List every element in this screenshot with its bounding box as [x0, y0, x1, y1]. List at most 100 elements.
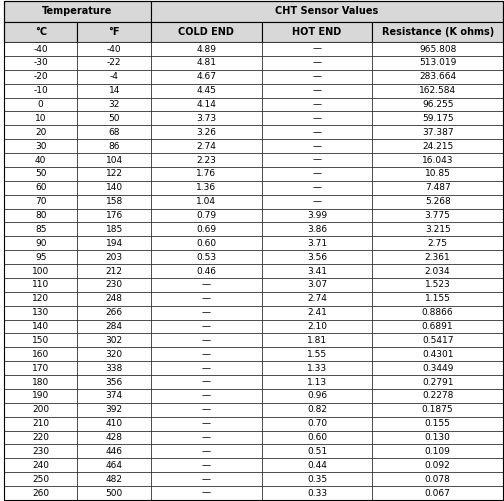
Text: 0.6891: 0.6891	[422, 322, 454, 331]
Text: 4.67: 4.67	[196, 72, 216, 81]
Text: 482: 482	[106, 474, 122, 483]
Bar	[262, 56, 372, 70]
Text: 320: 320	[106, 350, 122, 359]
Bar	[262, 42, 372, 56]
Text: —: —	[202, 391, 211, 400]
Text: 1.155: 1.155	[425, 294, 451, 303]
Bar	[4, 361, 78, 375]
Text: 410: 410	[106, 419, 122, 428]
Text: 160: 160	[32, 350, 49, 359]
Bar	[78, 250, 151, 264]
Bar	[372, 236, 503, 250]
Text: 194: 194	[106, 239, 122, 248]
Text: 50: 50	[35, 169, 46, 178]
Text: 2.74: 2.74	[307, 294, 327, 303]
Text: 120: 120	[32, 294, 49, 303]
Bar	[372, 278, 503, 292]
Bar	[4, 42, 78, 56]
Bar	[78, 181, 151, 195]
Text: 185: 185	[105, 225, 123, 234]
Text: 0.35: 0.35	[307, 474, 327, 483]
Text: —: —	[312, 183, 322, 192]
Text: 158: 158	[105, 197, 123, 206]
Bar	[78, 361, 151, 375]
Text: —: —	[312, 86, 322, 95]
Text: 392: 392	[106, 405, 122, 414]
Bar	[151, 22, 262, 42]
Text: 1.04: 1.04	[196, 197, 216, 206]
Bar	[151, 195, 262, 208]
Bar	[151, 472, 262, 486]
Bar	[372, 250, 503, 264]
Text: 150: 150	[32, 336, 49, 345]
Bar	[4, 98, 78, 111]
Bar	[262, 486, 372, 500]
Text: -4: -4	[110, 72, 118, 81]
Text: 90: 90	[35, 239, 46, 248]
Text: 5.268: 5.268	[425, 197, 451, 206]
Bar	[262, 264, 372, 278]
Text: 0.4301: 0.4301	[422, 350, 454, 359]
Text: 2.10: 2.10	[307, 322, 327, 331]
Bar	[151, 375, 262, 389]
Text: 60: 60	[35, 183, 46, 192]
Bar	[372, 153, 503, 167]
Bar	[78, 334, 151, 347]
Text: 7.487: 7.487	[425, 183, 451, 192]
Text: —: —	[202, 447, 211, 456]
Bar	[372, 375, 503, 389]
Text: —: —	[202, 488, 211, 497]
Text: -20: -20	[33, 72, 48, 81]
Text: 220: 220	[32, 433, 49, 442]
Text: 0.70: 0.70	[307, 419, 327, 428]
Text: 428: 428	[106, 433, 122, 442]
Bar	[262, 444, 372, 458]
Bar	[78, 444, 151, 458]
Bar	[372, 111, 503, 125]
Bar	[4, 222, 78, 236]
Text: 3.73: 3.73	[196, 114, 216, 123]
Text: 4.45: 4.45	[196, 86, 216, 95]
Text: 0.2278: 0.2278	[422, 391, 454, 400]
Text: 110: 110	[32, 281, 49, 290]
Bar	[151, 56, 262, 70]
Bar	[78, 278, 151, 292]
Text: 374: 374	[106, 391, 122, 400]
Bar	[4, 278, 78, 292]
Bar	[372, 389, 503, 403]
Text: 30: 30	[35, 142, 46, 151]
Bar	[372, 264, 503, 278]
Text: —: —	[312, 169, 322, 178]
Text: 86: 86	[108, 142, 120, 151]
Bar	[4, 264, 78, 278]
Bar	[151, 222, 262, 236]
Bar	[4, 417, 78, 431]
Text: 0.8866: 0.8866	[422, 308, 454, 317]
Text: 0.067: 0.067	[425, 488, 451, 497]
Text: 96.255: 96.255	[422, 100, 454, 109]
Bar	[4, 1, 151, 22]
Bar	[372, 361, 503, 375]
Text: 0.69: 0.69	[196, 225, 216, 234]
Text: 0.078: 0.078	[425, 474, 451, 483]
Text: -40: -40	[33, 45, 48, 54]
Text: —: —	[202, 364, 211, 373]
Bar	[4, 334, 78, 347]
Bar	[151, 389, 262, 403]
Bar	[151, 306, 262, 320]
Bar	[372, 444, 503, 458]
Bar	[151, 84, 262, 98]
Text: 104: 104	[106, 155, 122, 164]
Text: 4.81: 4.81	[196, 59, 216, 68]
Text: —: —	[312, 100, 322, 109]
Bar	[151, 208, 262, 222]
Bar	[262, 417, 372, 431]
Text: 130: 130	[32, 308, 49, 317]
Bar	[4, 375, 78, 389]
Text: 3.56: 3.56	[307, 253, 327, 262]
Text: 40: 40	[35, 155, 46, 164]
Text: —: —	[202, 322, 211, 331]
Text: 85: 85	[35, 225, 46, 234]
Bar	[262, 111, 372, 125]
Bar	[262, 458, 372, 472]
